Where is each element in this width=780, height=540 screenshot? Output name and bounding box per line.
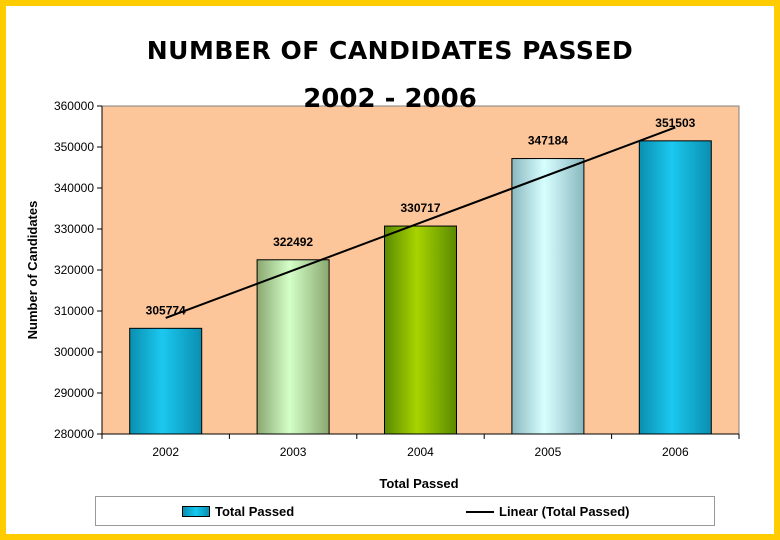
y-axis-title: Number of Candidates (25, 201, 40, 340)
legend-label-total-passed: Total Passed (215, 504, 295, 519)
legend-swatch-bar-icon (182, 506, 210, 517)
y-tick-label: 360000 (54, 99, 94, 113)
data-label-2004: 330717 (400, 201, 440, 215)
chart-svg: 280000 290000 300000 310000 320000 330000 3400… (25, 99, 740, 491)
legend-label-trendline: Linear (Total Passed) (499, 504, 630, 519)
y-axis: 280000 290000 300000 310000 320000 330000 3400… (54, 99, 103, 441)
data-label-2005: 347184 (528, 134, 568, 148)
x-axis-title: Total Passed (379, 476, 458, 491)
x-tick-label: 2005 (535, 445, 562, 459)
x-tick-label: 2002 (152, 445, 179, 459)
x-tick-label: 2006 (662, 445, 689, 459)
bar-2003 (256, 259, 330, 435)
y-tick-label: 310000 (54, 304, 94, 318)
legend-item-total-passed: Total Passed (182, 504, 294, 519)
bar-2006 (638, 140, 712, 435)
y-tick-label: 340000 (54, 181, 94, 195)
x-tick-label: 2003 (280, 445, 307, 459)
x-axis: 2002 2003 2004 2005 2006 (101, 433, 740, 459)
trendline (165, 126, 676, 319)
legend-item-trendline: Linear (Total Passed) (466, 504, 630, 519)
bar-group (129, 140, 712, 435)
chart-subtitle: 2002 - 2006 (303, 84, 477, 114)
chart-title: NUMBER OF CANDIDATES PASSED (146, 36, 634, 65)
legend-swatch-line-icon (466, 510, 494, 513)
y-tick-label: 300000 (54, 345, 94, 359)
y-tick-label: 280000 (54, 427, 94, 441)
y-tick-label: 350000 (54, 140, 94, 154)
bar-2005 (511, 158, 585, 435)
bar-2002 (129, 327, 203, 435)
bar-2004 (384, 225, 457, 435)
data-label-2002: 305774 (146, 303, 186, 317)
y-tick-label: 330000 (54, 222, 94, 236)
chart-frame: NUMBER OF CANDIDATES PASSED 280000 290000… (6, 6, 774, 534)
y-tick-label: 290000 (54, 386, 94, 400)
data-label-group: 305774 322492 330717 347184 351503 (146, 116, 696, 317)
legend: Total Passed Linear (Total Passed) (95, 496, 715, 526)
x-tick-label: 2004 (407, 445, 434, 459)
data-label-2006: 351503 (655, 116, 695, 130)
data-label-2003: 322492 (273, 235, 313, 249)
y-tick-label: 320000 (54, 263, 94, 277)
